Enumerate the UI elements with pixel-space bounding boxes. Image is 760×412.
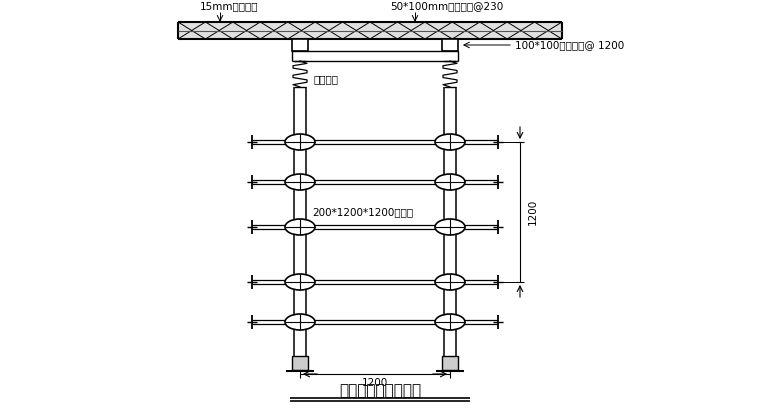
Ellipse shape	[285, 274, 315, 290]
Bar	[442, 356, 458, 370]
Ellipse shape	[285, 174, 315, 190]
Text: 15mm厚多层板: 15mm厚多层板	[200, 1, 258, 11]
Ellipse shape	[285, 134, 315, 150]
Bar	[292, 356, 308, 370]
Ellipse shape	[285, 314, 315, 330]
Ellipse shape	[435, 134, 465, 150]
Ellipse shape	[435, 274, 465, 290]
Bar	[292, 39, 308, 51]
Text: 顶板模板支设体系图: 顶板模板支设体系图	[339, 384, 421, 398]
Text: 1200: 1200	[528, 199, 538, 225]
Text: 可调扦撑: 可调扦撑	[314, 74, 339, 84]
Bar	[178, 22, 562, 39]
Text: 1200: 1200	[362, 378, 388, 388]
Ellipse shape	[435, 314, 465, 330]
Ellipse shape	[435, 219, 465, 235]
Ellipse shape	[435, 174, 465, 190]
Text: 100*100方木间距@ 1200: 100*100方木间距@ 1200	[515, 40, 624, 50]
Text: 200*1200*1200碗扣架: 200*1200*1200碗扣架	[312, 208, 413, 218]
Text: 50*100mm方木间距@230: 50*100mm方木间距@230	[390, 1, 503, 11]
Ellipse shape	[285, 219, 315, 235]
Bar	[442, 39, 458, 51]
